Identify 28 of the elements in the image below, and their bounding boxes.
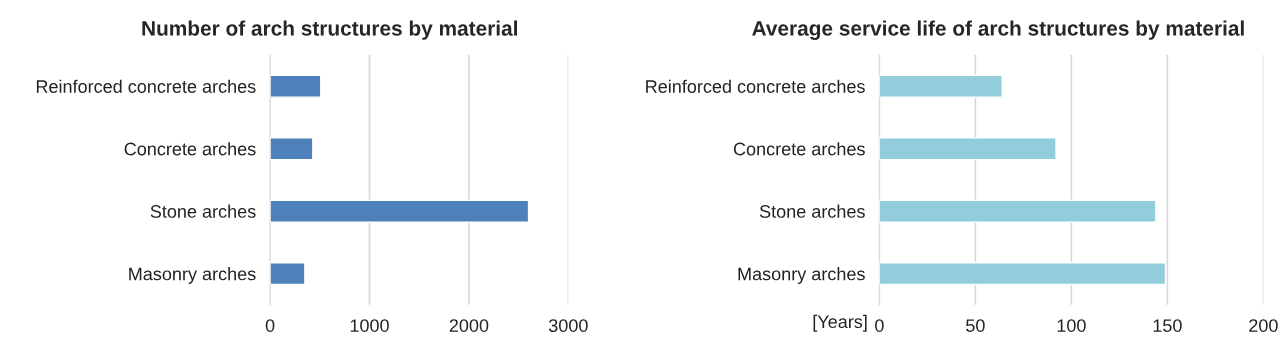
- chart-title: Average service life of arch structures by material: [752, 20, 1244, 40]
- bar: [879, 74, 1003, 98]
- bar: [879, 137, 1057, 161]
- chart-title: Number of arch structures by material: [142, 20, 517, 40]
- bar: [879, 261, 1167, 286]
- y-tick-label: Reinforced concrete arches: [646, 79, 865, 93]
- y-tick-label: Stone arches: [759, 204, 865, 218]
- bar: [270, 74, 322, 98]
- x-tick-label: 0: [875, 319, 884, 332]
- y-tick-label: Masonry arches: [738, 267, 865, 284]
- y-tick-label: Concrete arches: [124, 142, 256, 156]
- bar: [270, 261, 306, 286]
- x-tick-label: 1000: [350, 319, 389, 332]
- bar: [270, 199, 530, 223]
- bar: [270, 137, 314, 161]
- y-tick-label: Masonry arches: [129, 267, 256, 284]
- x-axis-title: [Years]: [813, 314, 867, 332]
- bar: [879, 199, 1157, 223]
- y-tick-label: Concrete arches: [733, 142, 865, 156]
- x-tick-label: 2000: [449, 319, 489, 332]
- x-tick-label: 50: [966, 319, 985, 332]
- x-tick-label: 150: [1153, 319, 1182, 332]
- y-tick-label: Reinforced concrete arches: [36, 79, 256, 93]
- x-tick-label: 200: [1249, 319, 1278, 332]
- x-tick-label: 100: [1057, 319, 1086, 332]
- x-tick-label: 0: [265, 319, 275, 332]
- y-tick-label: Stone arches: [150, 204, 256, 218]
- x-tick-label: 3000: [548, 319, 588, 332]
